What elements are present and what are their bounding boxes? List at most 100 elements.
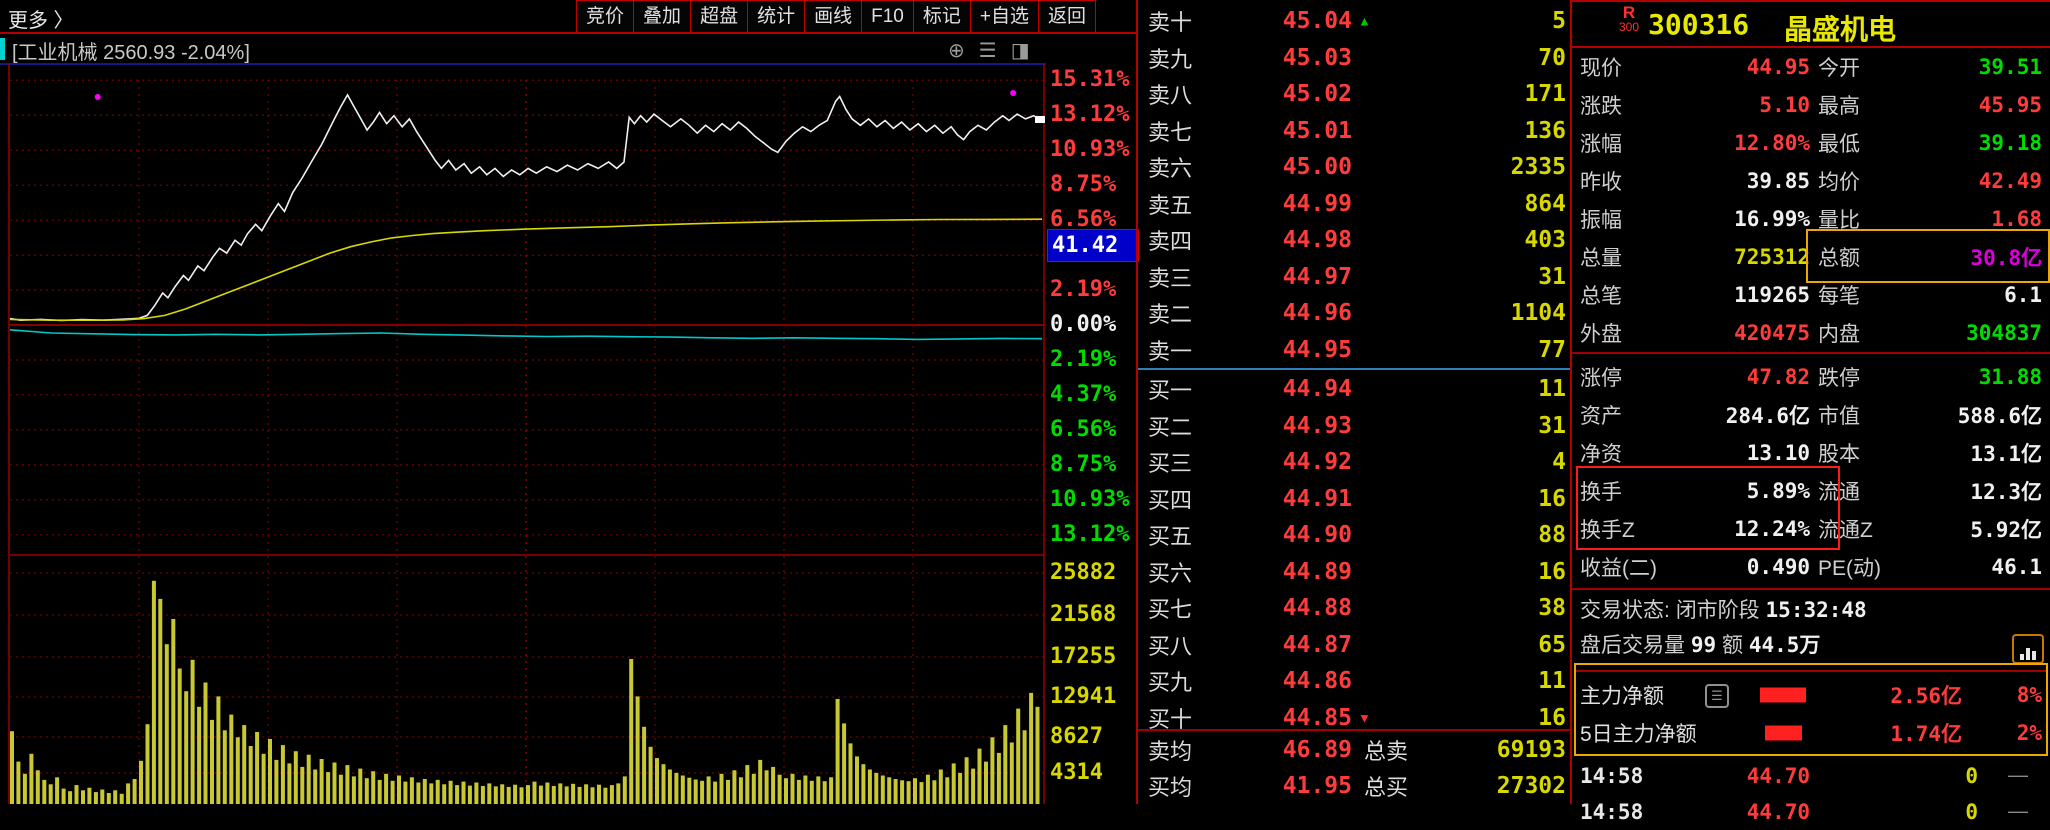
registration-badge: R 300 — [1614, 4, 1644, 33]
flow-label: 主力净额 — [1580, 685, 1664, 708]
up-arrow-icon: ▲ — [1358, 13, 1371, 29]
summary-total-volume: 69193 — [1496, 737, 1566, 763]
summary-total-volume: 27302 — [1496, 773, 1566, 799]
toolbar-button-叠加[interactable]: 叠加 — [633, 0, 692, 33]
more-link[interactable]: 更多 〉 — [8, 10, 74, 32]
flow-value: 1.74亿 — [1890, 722, 1962, 746]
metric-row-振幅: 振幅 16.99% 量比 1.68 — [1572, 200, 2050, 238]
sell-level-row[interactable]: 卖三 44.97 31 — [1136, 259, 1572, 296]
toolbar-button-+自选[interactable]: +自选 — [969, 0, 1039, 33]
metric-label: 最低 — [1818, 133, 1860, 156]
metric-row-昨收: 昨收 39.85 均价 42.49 — [1572, 162, 2050, 200]
metric-label: 市值 — [1818, 405, 1860, 428]
level-price: 44.92 — [1282, 449, 1352, 476]
flow-bar — [1760, 687, 1806, 703]
level-label: 卖十 — [1148, 10, 1193, 36]
buy-level-row[interactable]: 买四 44.91 16 — [1136, 481, 1572, 518]
orderbook-left-border — [1136, 0, 1138, 804]
metric-row-净资: 净资 13.10 股本 13.1亿 — [1572, 434, 2050, 472]
toolbar-button-返回[interactable]: 返回 — [1037, 0, 1096, 33]
buy-level-row[interactable]: 买六 44.89 16 — [1136, 554, 1572, 591]
metric-value: 44.95 — [1746, 55, 1810, 79]
sell-level-row[interactable]: 卖十 45.04 ▲ 5 — [1136, 3, 1572, 40]
afterhours-chart-icon[interactable] — [2012, 634, 2044, 664]
toolbar-button-超盘[interactable]: 超盘 — [690, 0, 749, 33]
level-price: 44.94 — [1282, 376, 1352, 403]
metric-label: PE(动) — [1818, 557, 1881, 580]
metric-value: 5.10 — [1759, 93, 1810, 117]
toolbar-button-画线[interactable]: 画线 — [804, 0, 863, 33]
level-label: 卖二 — [1148, 302, 1193, 328]
level-volume: 65 — [1538, 631, 1566, 658]
sell-level-row[interactable]: 卖六 45.00 2335 — [1136, 149, 1572, 186]
toolbar-button-竞价[interactable]: 竞价 — [576, 0, 635, 33]
stock-code[interactable]: 300316 — [1648, 8, 1750, 41]
panel-layout-icon[interactable]: ◨ — [1010, 40, 1030, 62]
sell-level-row[interactable]: 卖二 44.96 1104 — [1136, 295, 1572, 332]
buy-level-row[interactable]: 买三 44.92 4 — [1136, 444, 1572, 481]
buy-level-row[interactable]: 买七 44.88 38 — [1136, 590, 1572, 627]
level-price: 44.89 — [1282, 558, 1352, 585]
metric-value: 420475 — [1734, 321, 1810, 345]
level-label: 买六 — [1148, 560, 1193, 586]
intraday-chart[interactable] — [0, 64, 1046, 804]
sell-level-row[interactable]: 卖九 45.03 70 — [1136, 40, 1572, 77]
level-price: 44.87 — [1282, 631, 1352, 658]
sell-level-row[interactable]: 卖四 44.98 403 — [1136, 222, 1572, 259]
level-label: 卖五 — [1148, 192, 1193, 218]
volume-tick-label: 4314 — [1050, 760, 1103, 785]
level-label: 买九 — [1148, 670, 1193, 696]
metric-value: 30.8亿 — [1970, 246, 2042, 270]
metric-label: 总额 — [1818, 247, 1860, 270]
metric-value: 13.10 — [1746, 441, 1810, 465]
orderbook-summary-row: 卖均 46.89 总卖 69193 — [1136, 732, 1572, 768]
panel-title-divider — [1572, 46, 2050, 48]
buy-level-row[interactable]: 买二 44.93 31 — [1136, 408, 1572, 445]
sell-level-row[interactable]: 卖七 45.01 136 — [1136, 113, 1572, 150]
metric-row-外盘: 外盘 420475 内盘 304837 — [1572, 314, 2050, 352]
sell-level-row[interactable]: 卖五 44.99 864 — [1136, 186, 1572, 223]
orderbook-footer: 卖均 46.89 总卖 69193 买均 41.95 总买 27302 — [1136, 732, 1572, 804]
sell-level-row[interactable]: 卖一 44.95 77 — [1136, 332, 1572, 369]
axis-price-tag: 41.42 — [1047, 229, 1139, 262]
metric-label: 量比 — [1818, 209, 1860, 232]
orderbook-summary-row: 买均 41.95 总买 27302 — [1136, 768, 1572, 804]
stock-name[interactable]: 晶盛机电 — [1784, 14, 1897, 45]
panel-divider — [1572, 352, 2050, 358]
percent-tick-label: 13.12% — [1050, 522, 1130, 547]
orderbook-footer-divider — [1138, 729, 1570, 731]
metric-value: 39.18 — [1978, 131, 2042, 155]
metric-value: 6.1 — [2004, 283, 2042, 307]
tape-row: 14:58 44.70 0 — — [1572, 758, 2050, 794]
metric-value: 119265 — [1734, 283, 1810, 307]
volume-tick-label: 12941 — [1050, 684, 1117, 709]
down-arrow-icon: ▼ — [1358, 710, 1371, 726]
buy-level-row[interactable]: 买十 44.85 ▼ 16 — [1136, 700, 1572, 737]
metric-value: 284.6亿 — [1725, 404, 1810, 428]
metric-row-总笔: 总笔 119265 每笔 6.1 — [1572, 276, 2050, 314]
percent-tick-label: 6.56% — [1050, 207, 1117, 232]
level-volume: 70 — [1538, 44, 1566, 71]
menu-icon[interactable]: ☰ — [978, 40, 997, 62]
sell-level-row[interactable]: 卖八 45.02 171 — [1136, 76, 1572, 113]
toolbar-button-F10[interactable]: F10 — [861, 0, 914, 33]
overlay-index-label[interactable]: [工业机械 2560.93 -2.04%] — [12, 42, 250, 64]
level-price: 45.02 — [1282, 81, 1352, 108]
summary-avg-price: 46.89 — [1282, 737, 1352, 763]
index-color-bar — [0, 38, 5, 60]
metric-label: 换手 — [1580, 481, 1622, 504]
toolbar-button-标记[interactable]: 标记 — [912, 0, 971, 33]
percent-tick-label: 8.75% — [1050, 172, 1117, 197]
buy-level-row[interactable]: 买一 44.94 11 — [1136, 371, 1572, 408]
flow-detail-icon[interactable]: ☰ — [1705, 684, 1729, 708]
metric-row-资产: 资产 284.6亿 市值 588.6亿 — [1572, 396, 2050, 434]
level-label: 买四 — [1148, 487, 1193, 513]
tape-price: 44.70 — [1746, 764, 1810, 788]
buy-level-row[interactable]: 买八 44.87 65 — [1136, 627, 1572, 664]
toolbar-button-统计[interactable]: 统计 — [747, 0, 806, 33]
buy-level-row[interactable]: 买九 44.86 11 — [1136, 663, 1572, 700]
toolbar-buttons: 竞价 叠加 超盘 统计 画线 F10 标记 +自选 返回 — [576, 0, 1096, 33]
zoom-in-icon[interactable]: ⊕ — [948, 40, 965, 62]
percent-tick-label: 8.75% — [1050, 452, 1117, 477]
buy-level-row[interactable]: 买五 44.90 88 — [1136, 517, 1572, 554]
